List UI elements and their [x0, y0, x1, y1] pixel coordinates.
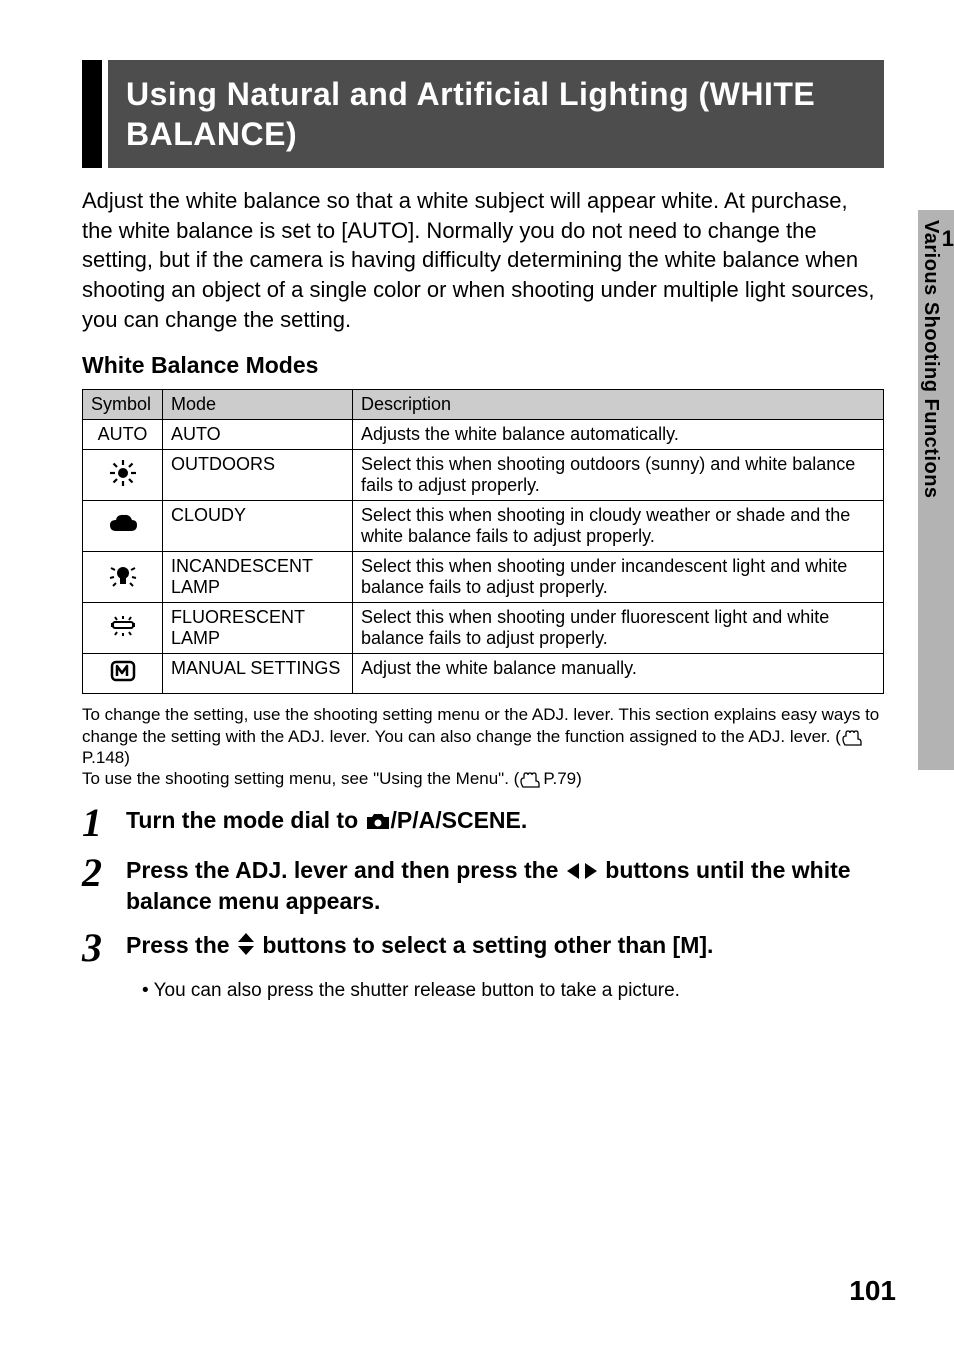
cell-mode: INCANDESCENT LAMP	[163, 552, 353, 603]
page-number: 101	[849, 1275, 896, 1307]
note-text: To change the setting, use the shooting …	[82, 704, 884, 789]
chapter-number: 1	[942, 226, 954, 252]
title-left-bar	[82, 60, 102, 168]
step-pre: Turn the mode dial to	[126, 807, 365, 833]
cell-desc: Select this when shooting outdoors (sunn…	[353, 450, 884, 501]
cell-desc: Adjusts the white balance automatically.	[353, 420, 884, 450]
cell-symbol: AUTO	[83, 420, 163, 450]
step-3: 3 Press the buttons to select a setting …	[82, 930, 884, 968]
cell-mode: CLOUDY	[163, 501, 353, 552]
cell-desc: Select this when shooting in cloudy weat…	[353, 501, 884, 552]
th-description: Description	[353, 390, 884, 420]
step-number: 1	[82, 803, 126, 843]
cell-symbol	[83, 654, 163, 694]
hand-pointer-icon	[519, 772, 541, 788]
table-row: INCANDESCENT LAMP Select this when shoot…	[83, 552, 884, 603]
cell-mode: MANUAL SETTINGS	[163, 654, 353, 694]
cell-symbol	[83, 501, 163, 552]
note-part2: To use the shooting setting menu, see "U…	[82, 769, 519, 788]
sun-icon	[108, 458, 138, 488]
cell-desc: Select this when shooting under fluoresc…	[353, 603, 884, 654]
side-tab: 1 Various Shooting Functions	[918, 210, 954, 770]
cloud-icon	[107, 512, 139, 536]
left-right-arrows-icon	[565, 861, 599, 881]
bulb-icon	[107, 560, 139, 590]
chapter-label: Various Shooting Functions	[920, 220, 942, 499]
fluorescent-icon	[107, 613, 139, 639]
table-row: FLUORESCENT LAMP Select this when shooti…	[83, 603, 884, 654]
table-row: MANUAL SETTINGS Adjust the white balance…	[83, 654, 884, 694]
step-post: /P/A/SCENE.	[391, 807, 528, 833]
step-text: Press the buttons to select a setting ot…	[126, 930, 884, 961]
cell-mode: FLUORESCENT LAMP	[163, 603, 353, 654]
page-content: Using Natural and Artificial Lighting (W…	[0, 0, 954, 1002]
th-mode: Mode	[163, 390, 353, 420]
step-text: Turn the mode dial to /P/A/SCENE.	[126, 805, 884, 836]
up-down-arrows-icon	[236, 932, 256, 956]
section-title: Using Natural and Artificial Lighting (W…	[108, 60, 884, 168]
note-ref2: P.79)	[543, 769, 581, 788]
intro-paragraph: Adjust the white balance so that a white…	[82, 186, 884, 334]
manual-icon	[108, 658, 138, 684]
step-1: 1 Turn the mode dial to /P/A/SCENE.	[82, 805, 884, 843]
bullet-text: You can also press the shutter release b…	[154, 980, 680, 1001]
cell-symbol	[83, 552, 163, 603]
section-title-block: Using Natural and Artificial Lighting (W…	[82, 60, 884, 168]
step-number: 2	[82, 853, 126, 893]
cell-mode: OUTDOORS	[163, 450, 353, 501]
step-2: 2 Press the ADJ. lever and then press th…	[82, 855, 884, 917]
cell-symbol	[83, 450, 163, 501]
cell-mode: AUTO	[163, 420, 353, 450]
th-symbol: Symbol	[83, 390, 163, 420]
note-ref1: P.148)	[82, 748, 130, 767]
cell-symbol	[83, 603, 163, 654]
table-row: AUTO AUTO Adjusts the white balance auto…	[83, 420, 884, 450]
cell-desc: Select this when shooting under incandes…	[353, 552, 884, 603]
subheading: White Balance Modes	[82, 352, 884, 379]
table-row: CLOUDY Select this when shooting in clou…	[83, 501, 884, 552]
camera-icon	[365, 811, 391, 831]
step-number: 3	[82, 928, 126, 968]
sub-bullet: • You can also press the shutter release…	[142, 980, 884, 1002]
hand-pointer-icon	[841, 730, 863, 746]
step-text: Press the ADJ. lever and then press the …	[126, 855, 884, 917]
note-part1: To change the setting, use the shooting …	[82, 705, 879, 745]
cell-desc: Adjust the white balance manually.	[353, 654, 884, 694]
step-post: buttons to select a setting other than […	[256, 932, 713, 958]
step-pre: Press the ADJ. lever and then press the	[126, 857, 565, 883]
table-row: OUTDOORS Select this when shooting outdo…	[83, 450, 884, 501]
white-balance-table: Symbol Mode Description AUTO AUTO Adjust…	[82, 389, 884, 694]
step-pre: Press the	[126, 932, 236, 958]
